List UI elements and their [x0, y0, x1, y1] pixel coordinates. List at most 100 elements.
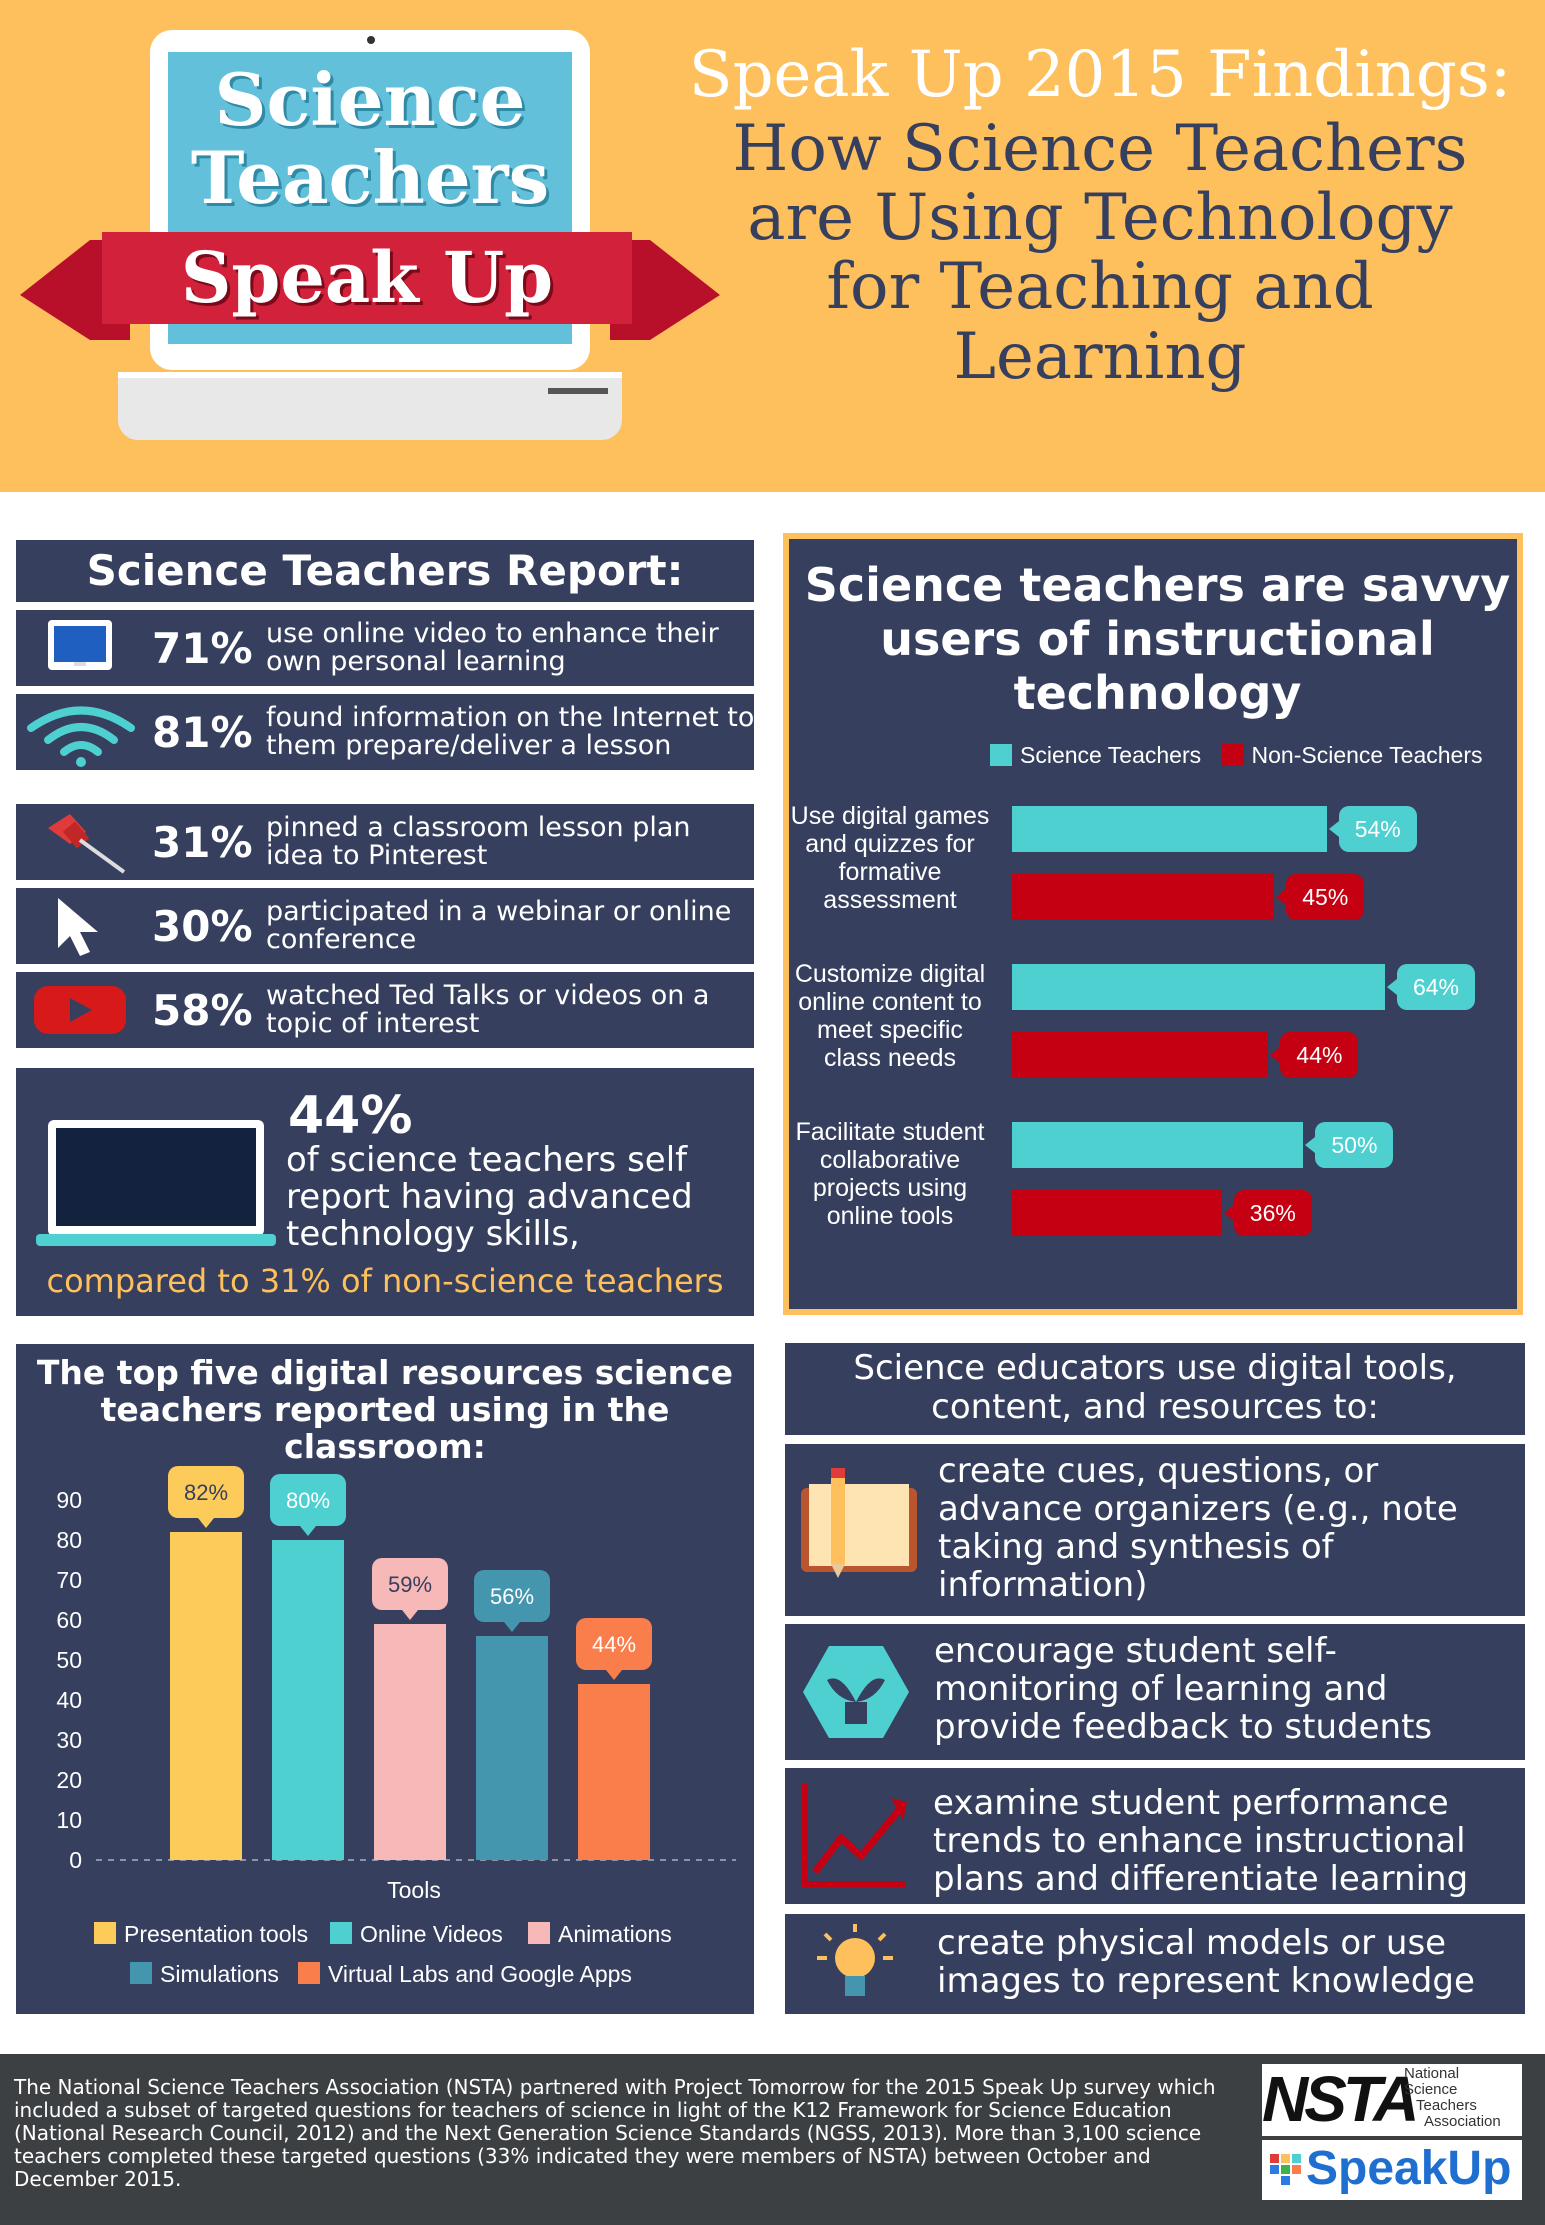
nsta-sub1: National — [1404, 2065, 1460, 2082]
legend-label: Presentation tools — [124, 1921, 308, 1947]
top5-value-bubble — [270, 1474, 346, 1526]
report-pct: 31% — [152, 818, 253, 867]
monitor-icon — [48, 620, 112, 670]
nsta-logo-box — [1262, 2064, 1522, 2136]
legend-label: Online Videos — [360, 1921, 503, 1947]
savvy-value-label: 36% — [1233, 1190, 1312, 1236]
savvy-value-pointer — [1223, 1205, 1234, 1221]
savvy-bar-non-science — [1012, 1190, 1222, 1236]
plant-icon — [803, 1646, 909, 1738]
camera-dot — [367, 36, 375, 44]
laptop-icon — [36, 1120, 276, 1246]
top5-value-label: 82% — [184, 1480, 228, 1505]
skills-text: of science teachers self report having a… — [286, 1140, 693, 1254]
title-line5: Learning — [953, 320, 1247, 394]
top5-value-pointer — [300, 1526, 316, 1536]
laptop-base — [118, 372, 622, 440]
savvy-category-label: Facilitate student collaborative project… — [795, 1118, 985, 1230]
educator-text: examine student performance trends to en… — [933, 1783, 1469, 1899]
skills-compare: compared to 31% of non-science teachers — [46, 1262, 724, 1300]
savvy-value-pointer — [1276, 889, 1287, 905]
badge-line1: Science — [214, 57, 526, 142]
report-heading-bar — [16, 540, 754, 602]
savvy-value-label: 44% — [1280, 1032, 1359, 1078]
y-tick-label: 90 — [56, 1487, 82, 1513]
top5-value-pointer — [504, 1622, 520, 1632]
savvy-value-pointer — [1387, 979, 1397, 995]
report-text: watched Ted Talks or videos on a topic o… — [266, 980, 710, 1039]
savvy-chart: Use digital games and quizzes for format… — [790, 790, 1520, 1270]
savvy-bar-science — [1012, 964, 1385, 1010]
laptop-slot — [548, 388, 608, 394]
report-pct: 81% — [152, 708, 253, 757]
ribbon-text: Speak Up — [180, 236, 554, 319]
nsta-logo: NSTA — [1262, 2063, 1419, 2135]
savvy-value-label: 64% — [1397, 964, 1475, 1010]
educator-text: create physical models or use images to … — [937, 1923, 1475, 2001]
title-line3: are Using Technology — [747, 181, 1453, 255]
savvy-bar-non-science — [1012, 874, 1275, 920]
nsta-sub4: Association — [1424, 2113, 1501, 2130]
educator-text: create cues, questions, or advance organ… — [938, 1451, 1458, 1605]
legend-swatch-science — [990, 744, 1012, 766]
educators-heading-box: Science educators use digital tools, con… — [785, 1343, 1525, 1435]
top5-value-label: 56% — [490, 1584, 534, 1609]
report-row: 58% watched Ted Talks or videos on a top… — [16, 972, 754, 1048]
educators-heading: Science educators use digital tools, con… — [853, 1348, 1457, 1427]
educator-text: encourage student self-monitoring of lea… — [934, 1631, 1433, 1747]
speakup-dots-icon — [1270, 2154, 1301, 2185]
legend-swatch-non — [1221, 744, 1244, 766]
y-tick-label: 60 — [56, 1607, 82, 1633]
savvy-category-label: Customize digital online content to meet… — [794, 960, 986, 1072]
legend-swatch — [298, 1962, 320, 1984]
top5-bar — [272, 1540, 344, 1860]
y-tick-label: 70 — [56, 1567, 82, 1593]
y-tick-label: 50 — [56, 1647, 82, 1673]
title-line2: How Science Teachers — [732, 112, 1468, 186]
title-line1: Speak Up 2015 Findings: — [688, 38, 1512, 112]
cursor-icon — [58, 898, 98, 956]
top5-bar — [374, 1624, 446, 1860]
top5-value-label: 59% — [388, 1572, 432, 1597]
trend-chart-icon — [802, 1784, 907, 1887]
y-tick-label: 20 — [56, 1767, 82, 1793]
top5-value-pointer — [402, 1610, 418, 1620]
nsta-sub2: Science — [1404, 2081, 1458, 2098]
report-row: 71% use online video to enhance their ow… — [16, 610, 754, 686]
educator-item: examine student performance trends to en… — [785, 1768, 1525, 1904]
report-row: 81% found information on the Internet to… — [16, 694, 754, 770]
report-pct: 30% — [152, 902, 253, 951]
speakup-logo-box — [1262, 2140, 1522, 2200]
y-tick-label: 10 — [56, 1807, 82, 1833]
wifi-icon — [27, 706, 135, 767]
top5-bar — [578, 1684, 650, 1860]
report-text: pinned a classroom lesson plan idea to P… — [266, 812, 691, 871]
play-icon — [34, 986, 126, 1034]
skills-pct: 44% — [288, 1086, 413, 1146]
y-tick-label: 40 — [56, 1687, 82, 1713]
lightbulb-icon — [817, 1924, 893, 1996]
report-pct: 58% — [152, 986, 253, 1035]
savvy-legend: Science Teachers Non-Science Teachers — [990, 742, 1483, 769]
ribbon — [102, 232, 632, 324]
legend-swatch — [94, 1922, 116, 1944]
legend-swatch — [130, 1962, 152, 1984]
y-tick-label: 0 — [69, 1847, 82, 1873]
top5-value-bubble — [168, 1466, 244, 1518]
y-tick-label: 30 — [56, 1727, 82, 1753]
savvy-value-pointer — [1305, 1137, 1316, 1153]
savvy-value-label: 45% — [1286, 874, 1365, 920]
savvy-category-label: Use digital games and quizzes for format… — [790, 802, 990, 914]
report-pct: 71% — [152, 624, 253, 673]
legend-swatch — [528, 1922, 550, 1944]
speakup-logo: SpeakUp — [1306, 2142, 1512, 2195]
educator-item: encourage student self-monitoring of lea… — [785, 1624, 1525, 1760]
top5-chart: 0 10 20 30 40 50 60 70 80 90 82% 80% 59% 56% 44% Tools P… — [56, 1466, 736, 1987]
savvy-value-pointer — [1270, 1047, 1281, 1063]
nsta-sub3: Teachers — [1416, 2097, 1477, 2114]
book-icon — [801, 1468, 917, 1578]
legend-science: Science Teachers — [1020, 742, 1202, 768]
top5-bar — [476, 1636, 548, 1860]
savvy-value-label: 54% — [1338, 806, 1417, 852]
x-axis-label: Tools — [387, 1877, 441, 1903]
